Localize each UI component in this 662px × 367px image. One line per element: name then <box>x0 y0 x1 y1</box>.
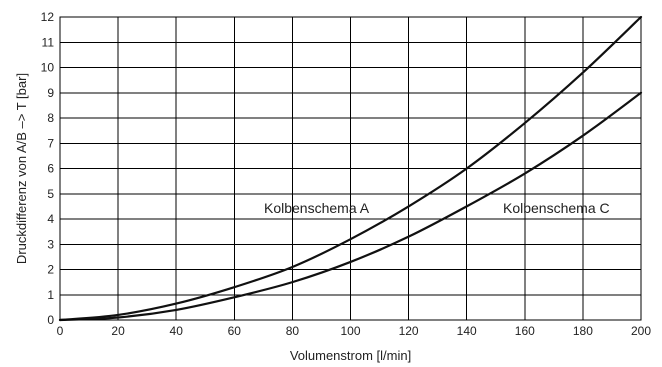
annotation-kolbenschema-a: Kolbenschema A <box>264 200 370 216</box>
x-tick-label-40: 40 <box>170 324 184 338</box>
x-tick-label-60: 60 <box>228 324 242 338</box>
series-line-kolbenschema-c <box>58 91 643 322</box>
series-line-kolbenschema-a <box>58 15 643 322</box>
y-tick-label-3: 3 <box>47 237 54 251</box>
x-tick-label-120: 120 <box>399 324 419 338</box>
x-tick-label-200: 200 <box>631 324 651 338</box>
y-tick-label-4: 4 <box>47 212 54 226</box>
y-tick-label-1: 1 <box>47 288 54 302</box>
x-tick-label-0: 0 <box>57 324 64 338</box>
y-tick-label-7: 7 <box>47 136 54 150</box>
x-tick-label-140: 140 <box>457 324 477 338</box>
x-tick-label-100: 100 <box>340 324 360 338</box>
x-axis-title: Volumenstrom [l/min] <box>290 348 411 363</box>
x-tick-label-20: 20 <box>111 324 125 338</box>
curves <box>58 15 643 322</box>
annotation-kolbenschema-c: Kolbenschema C <box>503 200 610 216</box>
x-axis-ticks: 0 20 40 60 80 100 120 140 160 180 200 <box>57 324 652 338</box>
y-tick-label-12: 12 <box>41 10 55 24</box>
grid <box>59 16 642 321</box>
x-tick-label-80: 80 <box>286 324 300 338</box>
y-axis-title: Druckdifferenz von A/B –> T [bar] <box>14 73 29 264</box>
y-tick-label-8: 8 <box>47 111 54 125</box>
y-tick-label-11: 11 <box>42 35 55 49</box>
y-tick-label-2: 2 <box>47 263 54 277</box>
y-tick-label-5: 5 <box>47 187 54 201</box>
x-tick-label-160: 160 <box>515 324 535 338</box>
y-tick-label-10: 10 <box>41 61 55 75</box>
y-tick-label-6: 6 <box>47 162 54 176</box>
y-tick-label-0: 0 <box>47 313 54 327</box>
y-tick-label-9: 9 <box>47 86 54 100</box>
x-tick-label-180: 180 <box>573 324 593 338</box>
plot-frame <box>59 16 642 321</box>
